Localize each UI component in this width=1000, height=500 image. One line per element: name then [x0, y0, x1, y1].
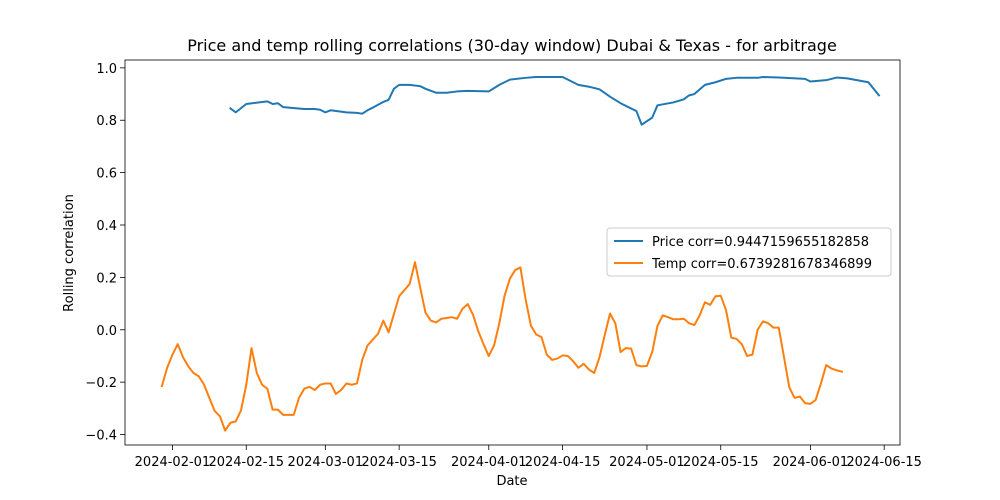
series-line-temp — [160, 261, 844, 432]
x-tick-label: 2024-04-15 — [525, 455, 601, 470]
x-axis-title: Date — [496, 474, 527, 489]
legend-box — [606, 227, 892, 277]
y-axis: −0.4 −0.2 0.0 0.2 0.4 0.6 0.8 1.0 — [85, 62, 125, 444]
legend: Price corr=0.9447159655182858 Temp corr=… — [606, 227, 892, 277]
x-tick-label: 2024-03-01 — [288, 455, 364, 470]
x-tick-label: 2024-04-01 — [451, 455, 527, 470]
x-tick-label: 2024-05-15 — [683, 455, 759, 470]
y-tick-label: 0.4 — [96, 219, 117, 234]
axes-frame — [124, 59, 901, 446]
x-tick-label: 2024-03-15 — [361, 455, 437, 470]
series-line-price — [229, 76, 881, 126]
x-tick-label: 2024-06-01 — [773, 455, 849, 470]
y-tick-label: −0.2 — [85, 376, 117, 391]
chart-title: Price and temp rolling correlations (30-… — [187, 36, 837, 55]
x-tick-label: 2024-05-01 — [609, 455, 685, 470]
x-tick-label: 2024-02-15 — [208, 455, 284, 470]
x-tick-label: 2024-06-15 — [846, 455, 922, 470]
y-tick-label: 0.8 — [96, 114, 117, 129]
series-layer — [160, 76, 881, 432]
legend-label-temp: Temp corr=0.6739281678346899 — [651, 257, 872, 272]
y-tick-label: 1.0 — [96, 62, 117, 77]
plot-area — [124, 59, 901, 446]
y-tick-label: 0.6 — [96, 167, 117, 182]
y-tick-label: 0.2 — [96, 271, 117, 286]
x-tick-label: 2024-02-01 — [135, 455, 211, 470]
legend-label-price: Price corr=0.9447159655182858 — [652, 235, 869, 250]
y-tick-label: −0.4 — [85, 429, 117, 444]
y-tick-label: 0.0 — [96, 324, 117, 339]
y-axis-title: Rolling correlation — [62, 194, 77, 312]
